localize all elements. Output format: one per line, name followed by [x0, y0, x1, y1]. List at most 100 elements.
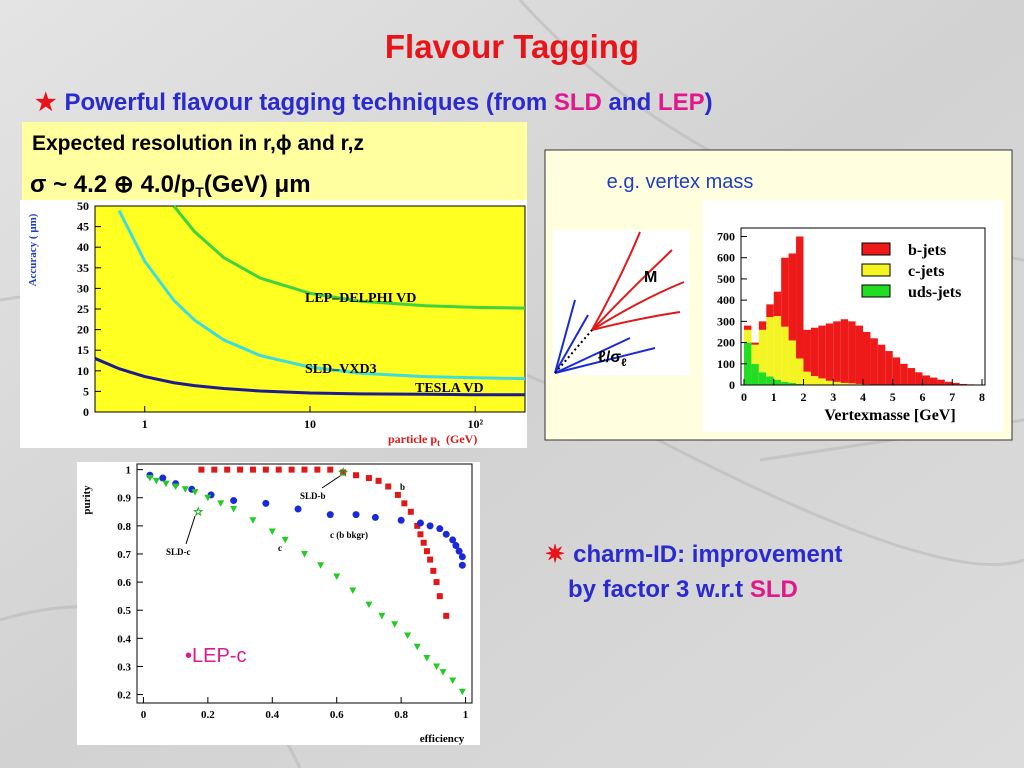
subtitle-part: Powerful flavour tagging techniques (fro…	[65, 89, 554, 116]
x-title-sub: t	[437, 438, 440, 448]
formula-sub: T	[195, 184, 204, 200]
point	[394, 491, 401, 498]
point	[301, 466, 308, 473]
y-tick-label: 0.2	[117, 690, 131, 702]
y-tick-label: 100	[717, 357, 735, 371]
point	[433, 579, 440, 586]
legend-swatch	[861, 263, 891, 277]
significance-sub: ℓ	[621, 357, 626, 369]
hist-bar	[870, 338, 878, 385]
y-tick-label: 10	[77, 364, 89, 378]
subtitle-part: )	[705, 89, 713, 116]
charm-bullet: ✷	[545, 541, 565, 568]
point	[401, 500, 408, 507]
hist-bar	[944, 381, 953, 385]
x-tick-label: 4	[860, 390, 866, 404]
point	[423, 548, 430, 555]
hist-bar	[848, 321, 856, 384]
histogram-frame	[703, 200, 1003, 432]
vertex-tracks	[554, 231, 685, 374]
y-tick-label: 45	[77, 220, 89, 234]
hist-bar	[855, 383, 863, 385]
point	[181, 486, 189, 493]
legend-label: b-jets	[908, 242, 946, 259]
y-tick-label: 0.5	[117, 605, 131, 617]
point	[230, 497, 238, 505]
hist-bar	[803, 329, 811, 372]
y-tick-label: 20	[77, 323, 89, 337]
y-tick-label: 0	[83, 405, 89, 419]
resolution-formula: σ ~ 4.2 ⊕ 4.0/pT(GeV) μm	[30, 171, 311, 200]
x-tick-label: 1	[142, 417, 148, 431]
x-tick-label: 1	[463, 709, 469, 721]
point	[326, 511, 334, 519]
y-tick-label: 0.3	[117, 661, 131, 673]
x-tick-label: 6	[920, 390, 926, 404]
point	[146, 475, 154, 482]
legend-label: c-jets	[908, 263, 944, 280]
y-tick-label: 0	[729, 378, 735, 392]
x-axis-title: efficiency	[420, 733, 465, 745]
series-label: SLD-b	[300, 491, 326, 501]
hist-bar	[885, 351, 893, 385]
hist-bar	[743, 342, 752, 385]
hist-bar	[758, 372, 767, 385]
y-tick-label: 500	[717, 272, 735, 286]
hist-bar	[818, 325, 826, 379]
point	[230, 505, 238, 513]
hist-bar	[937, 379, 945, 385]
x-tick-label: 0	[141, 709, 147, 721]
charm-line: charm-ID: improvement	[573, 541, 842, 568]
subtitle-bullet: ★	[35, 89, 57, 116]
formula-part: σ ~ 4.2 ⊕ 4.0/p	[30, 171, 195, 198]
point	[417, 531, 424, 538]
point	[275, 466, 282, 473]
hist-bar	[900, 363, 908, 385]
y-tick-label: 40	[77, 240, 89, 254]
y-tick-label: 300	[717, 314, 735, 328]
vertex-note: e.g. vertex mass	[607, 171, 754, 193]
point	[455, 547, 463, 555]
hist-bar	[840, 382, 849, 385]
y-tick-label: 1	[126, 465, 132, 477]
curve	[117, 209, 526, 381]
x-axis-title: Vertexmasse [GeV]	[824, 407, 955, 424]
point	[217, 500, 225, 507]
hist-bar	[751, 344, 759, 364]
series-label: c	[278, 543, 282, 553]
point	[378, 612, 386, 620]
hist-bar	[796, 383, 804, 385]
point	[159, 474, 167, 482]
x-tick-label: 10	[304, 417, 316, 431]
y-tick-label: 25	[77, 302, 89, 316]
point	[349, 587, 357, 595]
y-tick-label: 0.7	[117, 549, 131, 561]
hist-bar	[877, 344, 886, 385]
point	[340, 469, 347, 476]
point	[397, 516, 405, 524]
x-tick-label: 0.6	[330, 709, 344, 721]
hist-bar	[788, 382, 797, 385]
curve-label: SLD–VXD3	[305, 362, 377, 377]
point	[449, 677, 457, 685]
y-tick-label: 200	[717, 336, 735, 350]
hist-bar	[743, 329, 752, 343]
hist-bar	[788, 253, 797, 341]
x-tick-label: 0.2	[201, 709, 215, 721]
x-tick-label: 0.8	[394, 709, 408, 721]
curve-label: LEP–DELPHI VD	[305, 291, 416, 306]
point	[288, 466, 295, 473]
point	[191, 489, 199, 496]
x-tick-label: 10²	[467, 417, 483, 431]
point	[314, 466, 321, 473]
legend-swatch	[861, 242, 891, 256]
point	[301, 550, 308, 558]
point	[262, 499, 270, 507]
hist-bar	[922, 375, 930, 385]
point	[294, 505, 302, 513]
hist-bar	[796, 358, 804, 384]
point	[427, 556, 434, 563]
point	[333, 573, 341, 580]
point	[414, 522, 421, 529]
